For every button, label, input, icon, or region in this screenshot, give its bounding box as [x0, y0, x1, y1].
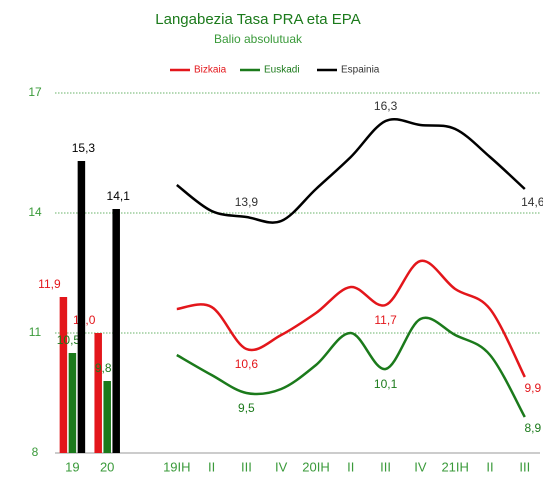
x-tick-label: 21IH	[441, 459, 468, 474]
legend-label: Euskadi	[264, 65, 300, 76]
x-tick-label: 19	[65, 459, 79, 474]
y-tick-label: 14	[28, 205, 42, 219]
data-label: 9,8	[95, 361, 112, 375]
x-tick-label: 19IH	[163, 459, 190, 474]
x-tick-label: IV	[414, 459, 427, 474]
data-label: 14,6	[521, 195, 543, 209]
data-label: 11,9	[38, 277, 61, 291]
line	[176, 259, 526, 378]
bar	[103, 381, 111, 453]
x-tick-label: 20	[100, 459, 114, 474]
bar	[77, 161, 86, 453]
legend-label: Espainia	[341, 65, 380, 76]
x-tick-label: III	[380, 459, 391, 474]
y-tick-label: 17	[28, 85, 42, 99]
y-tick-label: 8	[32, 445, 39, 459]
x-tick-label: III	[519, 459, 530, 474]
data-label: 14,1	[107, 189, 131, 203]
data-label: 9,5	[238, 401, 255, 415]
x-tick-label: IV	[275, 459, 288, 474]
y-tick-label: 11	[29, 325, 42, 339]
x-tick-label: II	[486, 459, 493, 474]
data-label: 9,9	[524, 381, 541, 395]
data-label: 13,9	[235, 195, 259, 209]
data-label: 10,5	[57, 333, 81, 347]
x-tick-label: II	[347, 459, 354, 474]
legend-label: Bizkaia	[194, 65, 227, 76]
bar	[68, 353, 77, 453]
line	[176, 117, 526, 224]
bar	[59, 297, 68, 453]
chart-subtitle: Balio absolutuak	[214, 32, 303, 46]
x-tick-label: 20IH	[302, 459, 329, 474]
data-label: 8,9	[524, 421, 541, 435]
line	[176, 316, 526, 418]
data-label: 10,6	[235, 357, 259, 371]
bar	[112, 209, 120, 453]
bar	[94, 333, 102, 453]
data-label: 16,3	[374, 99, 398, 113]
chart-title: Langabezia Tasa PRA eta EPA	[155, 11, 360, 28]
x-tick-label: II	[208, 459, 215, 474]
x-tick-label: III	[241, 459, 252, 474]
data-label: 11,7	[374, 313, 397, 327]
data-label: 15,3	[72, 141, 96, 155]
data-label: 10,1	[374, 377, 398, 391]
